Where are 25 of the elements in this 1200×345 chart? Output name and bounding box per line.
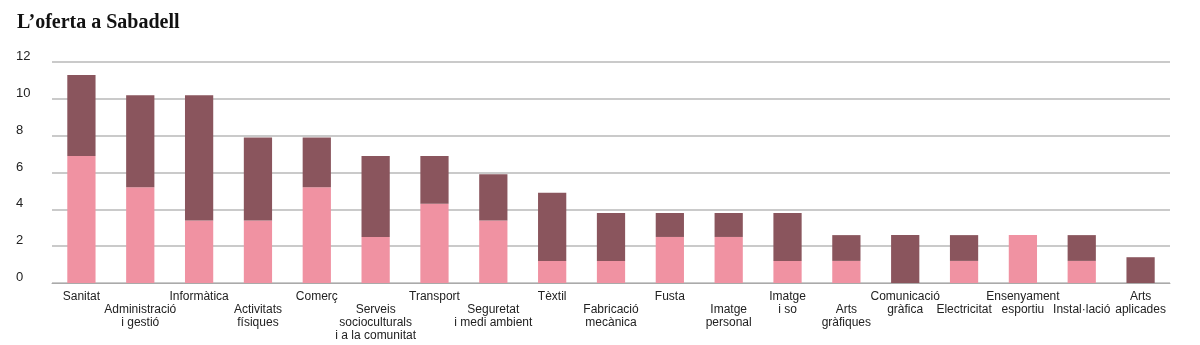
chart-title: L’oferta a Sabadell xyxy=(17,10,181,32)
x-tick-label: Sanitat xyxy=(62,288,101,303)
x-tick-label: Informàtica xyxy=(169,288,230,303)
x-tick-label: Arts gràfiques xyxy=(821,301,872,329)
x-tick-label: Fabricació mecànica xyxy=(583,301,639,329)
y-tick-label: 4 xyxy=(16,195,24,211)
x-tick-label: Electricitat xyxy=(936,301,993,316)
x-tick-label: Serveis socioculturals i a la comunitat xyxy=(335,301,417,342)
y-tick-label: 12 xyxy=(16,48,31,63)
x-tick-label: Seguretat i medi ambient xyxy=(454,301,533,329)
x-tick-label: Imatge personal xyxy=(705,301,752,329)
x-tick-label: Transport xyxy=(409,288,461,303)
y-tick-label: 6 xyxy=(16,158,24,174)
x-tick-label: Instal·lació xyxy=(1053,301,1111,316)
y-tick-label: 8 xyxy=(16,121,24,137)
x-tick-label: Comerç xyxy=(295,288,338,303)
x-tick-label: Administració i gestió xyxy=(104,301,177,329)
x-tick-label: Tèxtil xyxy=(537,288,567,303)
y-tick-label: 0 xyxy=(16,269,24,284)
x-tick-label: Fusta xyxy=(654,288,686,303)
y-tick-label: 10 xyxy=(16,84,31,100)
x-tick-label: Activitats físiques xyxy=(233,301,282,329)
y-tick-label: 2 xyxy=(16,232,24,248)
x-tick-label: Imatge i so xyxy=(769,288,807,316)
x-tick-label: Arts aplicades xyxy=(1115,288,1166,316)
